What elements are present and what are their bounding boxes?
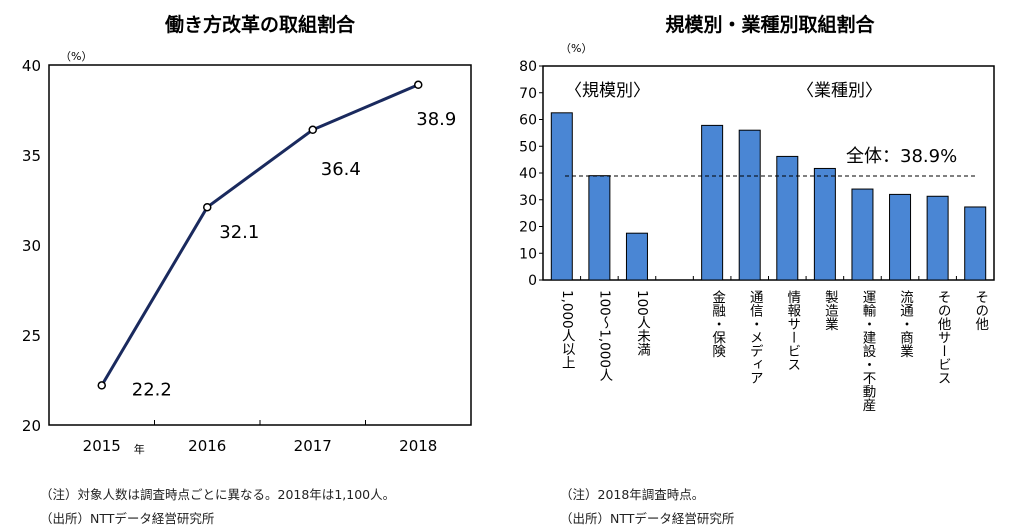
bar-x-label: 製造業 [822, 290, 839, 331]
bar-x-label: 運輸・建設・不動産 [859, 290, 876, 413]
line-data-label: 22.2 [132, 379, 172, 400]
bar-y-tick: 0 [528, 273, 537, 289]
line-y-tick: 25 [22, 327, 41, 345]
bar-x-label: その他サービス [935, 290, 952, 385]
bar-y-tick: 70 [519, 86, 537, 102]
bar-x-label: その他 [972, 290, 989, 332]
bar-x-label: 通信・メディア [747, 290, 764, 385]
bar-source: （出所）NTTデータ経営研究所 [560, 511, 735, 526]
bar-y-tick: 10 [519, 246, 537, 262]
line-series [100, 83, 419, 387]
line-x-tick: 2017 [294, 437, 332, 455]
group-label-industry: 〈業種別〉 [797, 81, 882, 101]
bar [588, 175, 611, 281]
bar-note: （注）2018年調査時点。 [560, 487, 705, 502]
line-data-label: 38.9 [416, 109, 456, 130]
bar-x-label: 100人未満 [634, 290, 651, 357]
line-chart-title: 働き方改革の取組割合 [164, 14, 355, 36]
bar [738, 129, 761, 281]
bar-x-label: 金融・保険 [709, 290, 726, 358]
line-x-tick: 2016 [188, 437, 226, 455]
line-plot-frame [48, 64, 472, 426]
line-point [414, 80, 423, 90]
bar-chart-title: 規模別・業種別取組割合 [665, 14, 875, 36]
bar [964, 206, 987, 281]
group-label-size: 〈規模別〉 [565, 81, 650, 101]
bar-x-label: 情報サービス [784, 290, 801, 371]
bar [776, 155, 799, 281]
bar [625, 232, 648, 281]
line-y-unit: （%） [60, 50, 92, 63]
line-point [308, 125, 317, 135]
line-note: （注）対象人数は調査時点ごとに異なる。2018年は1,100人。 [40, 487, 396, 502]
reference-line-label: 全体：38.9% [846, 146, 957, 167]
line-x-tick: 2018 [399, 437, 437, 455]
line-y-tick: 35 [22, 147, 41, 165]
line-x-tick: 2015 [83, 437, 121, 455]
line-y-tick: 30 [22, 237, 41, 255]
line-data-label: 32.1 [219, 222, 259, 243]
bar [701, 124, 724, 281]
line-x-unit: 年 [134, 442, 145, 456]
line-source: （出所）NTTデータ経営研究所 [40, 511, 215, 526]
bar [851, 188, 874, 281]
bar-x-label: 1,000人以上 [559, 290, 576, 370]
bar-y-tick: 20 [519, 220, 537, 236]
line-y-tick: 20 [22, 417, 41, 435]
bar [813, 167, 836, 281]
line-data-label: 36.4 [321, 159, 361, 180]
bar-x-label: 100～1,000人 [596, 290, 613, 381]
bar-y-tick: 30 [519, 193, 537, 209]
bar [550, 112, 573, 281]
bar-x-label: 流通・商業 [897, 290, 914, 358]
line-point [97, 381, 106, 390]
bar [926, 195, 949, 281]
bar [889, 193, 912, 281]
bar-y-tick: 60 [519, 113, 537, 129]
line-y-tick: 40 [22, 57, 41, 75]
bar-y-unit: （%） [560, 42, 592, 55]
line-point [203, 202, 212, 212]
bar-y-tick: 50 [519, 139, 537, 155]
bar-y-tick: 40 [519, 166, 537, 182]
bar-y-tick: 80 [519, 59, 537, 75]
